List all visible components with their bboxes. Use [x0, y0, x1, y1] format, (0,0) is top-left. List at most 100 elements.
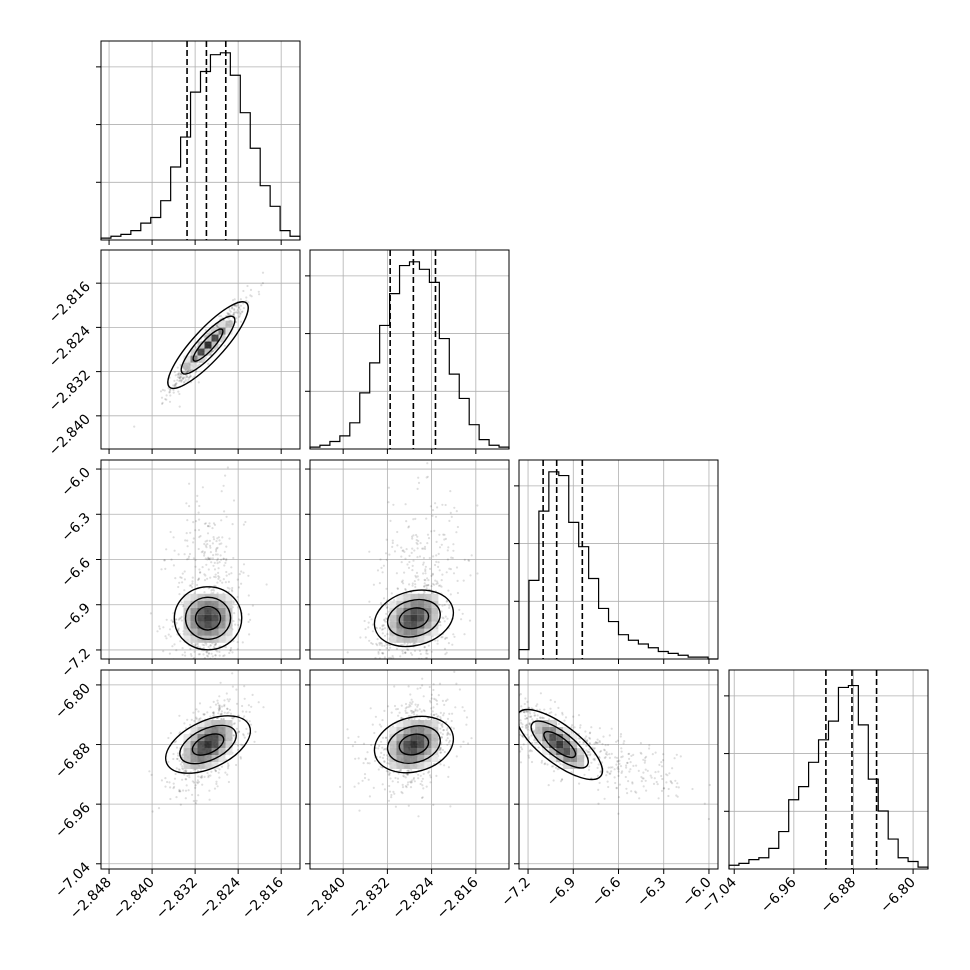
scatter-point: [367, 778, 370, 781]
scatter-point: [516, 728, 518, 730]
scatter-point: [198, 717, 201, 721]
scatter-point: [427, 644, 430, 647]
scatter-point: [493, 690, 495, 692]
scatter-point: [245, 296, 248, 299]
density-cell: [410, 621, 418, 629]
scatter-point: [380, 725, 383, 728]
scatter-point: [194, 345, 197, 348]
pair-1-2-content: [346, 460, 479, 693]
scatter-point: [446, 636, 449, 639]
scatter-point: [180, 379, 183, 382]
scatter-point: [241, 704, 244, 708]
scatter-point: [608, 734, 611, 737]
scatter-point: [235, 304, 238, 307]
scatter-point: [561, 713, 564, 716]
scatter-point: [177, 629, 180, 632]
scatter-point: [212, 591, 215, 595]
scatter-point: [426, 652, 429, 655]
scatter-point: [219, 662, 221, 664]
pair-0-1-frame: [100, 249, 301, 450]
scatter-point: [203, 551, 206, 554]
scatter-point: [378, 661, 380, 663]
scatter-point: [197, 511, 200, 514]
scatter-point: [223, 705, 226, 708]
y-tick-label-param-2-3: −6.3: [58, 510, 93, 545]
scatter-point: [410, 702, 413, 706]
scatter-point: [427, 717, 430, 720]
scatter-point: [411, 682, 413, 684]
scatter-point: [230, 664, 232, 666]
scatter-point: [236, 311, 239, 314]
scatter-point: [195, 799, 198, 802]
scatter-point: [187, 378, 190, 381]
scatter-point: [440, 736, 443, 739]
scatter-point: [613, 768, 616, 771]
scatter-point: [536, 717, 539, 721]
scatter-point: [524, 717, 527, 721]
scatter-point: [400, 555, 403, 558]
scatter-point: [219, 686, 221, 688]
scatter-point: [176, 757, 179, 761]
scatter-point: [181, 581, 184, 584]
scatter-point: [395, 691, 397, 693]
scatter-point: [409, 693, 412, 696]
scatter-point: [419, 782, 422, 786]
density-cell: [183, 635, 191, 643]
scatter-point: [578, 782, 581, 785]
scatter-point: [207, 776, 210, 779]
scatter-point: [431, 573, 434, 576]
scatter-point: [586, 753, 590, 756]
scatter-point: [172, 782, 175, 785]
scatter-point: [238, 314, 241, 317]
scatter-point: [434, 698, 437, 701]
scatter-point: [434, 639, 437, 642]
scatter-point: [205, 650, 208, 653]
scatter-point: [393, 704, 397, 708]
scatter-point: [228, 313, 231, 316]
scatter-point: [377, 652, 380, 655]
scatter-point: [407, 715, 411, 718]
scatter-point: [169, 394, 172, 397]
density-cell: [197, 748, 205, 755]
scatter-point: [449, 511, 452, 514]
scatter-point: [241, 710, 244, 713]
scatter-point: [441, 503, 444, 506]
scatter-point: [442, 617, 445, 620]
scatter-point: [438, 533, 441, 536]
scatter-point: [561, 711, 564, 715]
scatter-point: [236, 641, 239, 644]
scatter-point: [670, 781, 673, 784]
density-cell: [424, 762, 432, 769]
scatter-point: [179, 803, 182, 806]
scatter-point: [400, 561, 403, 564]
scatter-point: [616, 765, 620, 769]
scatter-point: [213, 561, 216, 565]
density-cell: [424, 748, 432, 755]
scatter-point: [423, 545, 427, 549]
scatter-point: [651, 753, 654, 756]
scatter-point: [452, 727, 455, 730]
scatter-point: [593, 757, 596, 760]
scatter-point: [490, 688, 492, 690]
scatter-point: [205, 651, 208, 654]
scatter-point: [385, 606, 388, 610]
scatter-point: [197, 381, 200, 384]
density-cell: [204, 614, 212, 622]
scatter-point: [447, 732, 450, 735]
scatter-point: [396, 781, 400, 784]
scatter-point: [214, 642, 218, 646]
scatter-point: [539, 716, 542, 719]
scatter-point: [204, 666, 206, 668]
scatter-point: [239, 619, 242, 622]
scatter-point: [236, 309, 239, 312]
contour-level-1: [191, 733, 225, 756]
scatter-point: [150, 773, 153, 777]
scatter-point: [216, 581, 219, 584]
scatter-point: [554, 713, 557, 716]
scatter-point: [206, 332, 209, 335]
scatter-point: [422, 561, 425, 564]
scatter-point: [442, 712, 446, 715]
y-tick-label-param-3-2: −6.88: [52, 740, 94, 782]
scatter-point: [179, 640, 182, 643]
density-cell: [424, 635, 432, 643]
